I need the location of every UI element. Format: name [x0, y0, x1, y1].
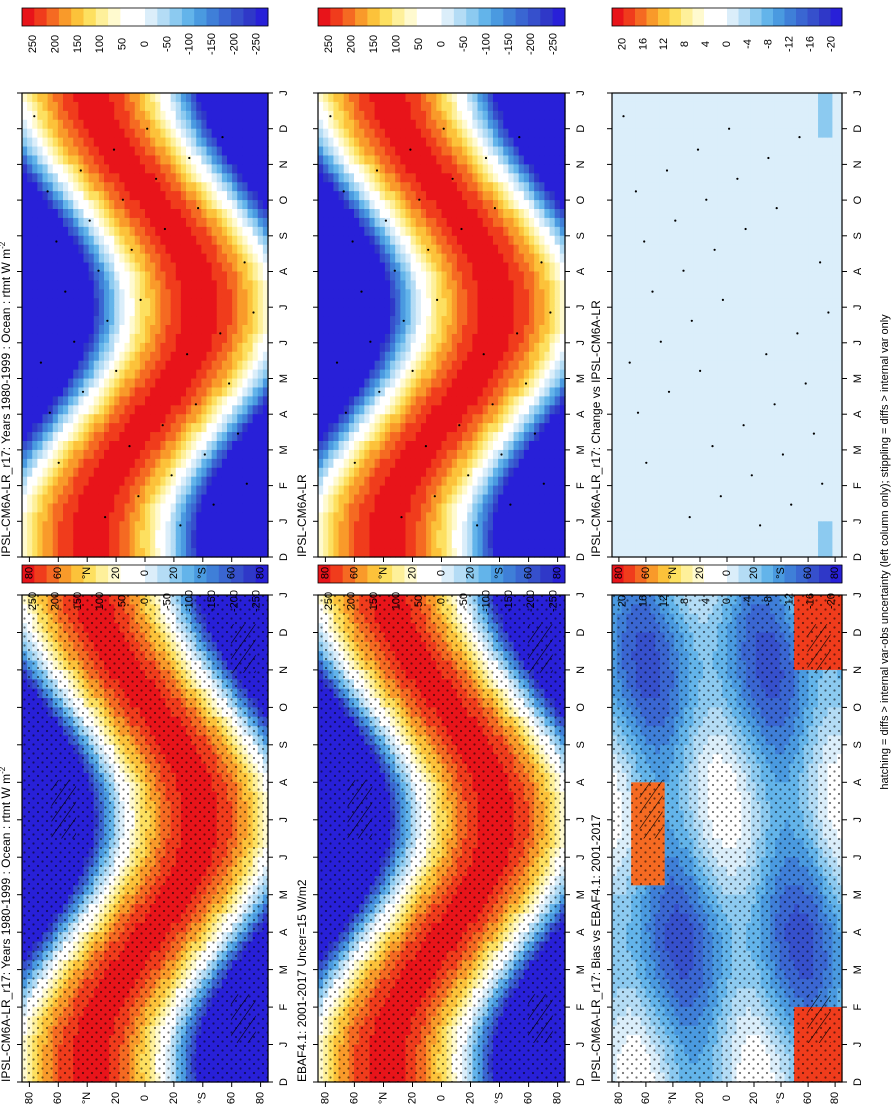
month-tick-label: M: [278, 965, 290, 974]
month-tick-label: D: [278, 1078, 290, 1086]
colorbar-label: 0: [139, 598, 151, 604]
month-tick-label: J: [278, 817, 290, 823]
colorbar-swatch: [108, 565, 121, 583]
colorbar: 250 200 150 100 50 0 -50 -100 -150 -200 -250: [21, 564, 269, 612]
colorbar-swatch: [255, 565, 269, 583]
colorbar-label: -50: [161, 593, 173, 609]
month-tick-label: J: [278, 854, 290, 860]
lat-tick-label: 60: [52, 1092, 64, 1104]
colorbar-swatch: [71, 565, 84, 583]
colorbar-swatch: [169, 565, 183, 583]
lat-tick-label: °N: [81, 1092, 93, 1104]
colorbar-label: 200: [49, 592, 61, 610]
hatching-overlay: [231, 624, 256, 673]
colorbar-swatch: [46, 565, 60, 583]
colorbar-label: -100: [184, 590, 196, 612]
month-tick-label: D: [278, 628, 290, 636]
lat-tick-label: 20: [110, 1092, 122, 1104]
colorbar-swatch: [95, 565, 109, 583]
month-tick-label: A: [278, 778, 290, 786]
colorbar-label: -200: [228, 590, 240, 612]
colorbar-swatch: [218, 565, 232, 583]
colorbar-label: 50: [117, 595, 129, 607]
colorbar-label: 250: [27, 592, 39, 610]
colorbar-frame: [21, 564, 269, 584]
month-tick-label: O: [278, 703, 290, 712]
colorbar-swatch: [194, 565, 207, 583]
colorbar-swatch: [132, 565, 146, 583]
colorbar-swatch: [243, 565, 257, 583]
colorbar-swatch: [206, 565, 220, 583]
month-tick-label: F: [278, 1003, 290, 1010]
colorbar-label: 150: [72, 592, 84, 610]
colorbar-swatch: [83, 565, 97, 583]
hatching-overlay: [51, 780, 77, 839]
month-tick-label: N: [278, 666, 290, 674]
month-tick-label: J: [278, 1042, 290, 1048]
lat-tick-label: 0: [139, 1095, 151, 1101]
month-tick-label: J: [278, 592, 290, 598]
lat-tick-label: 80: [23, 1092, 35, 1104]
colorbar-swatch: [181, 565, 195, 583]
month-tick-label: M: [278, 890, 290, 899]
colorbar-label: -250: [251, 590, 263, 612]
colorbar-label: 100: [94, 592, 106, 610]
month-tick-label: S: [278, 741, 290, 748]
colorbar-swatch: [231, 565, 244, 583]
hatching-overlay: [231, 994, 256, 1043]
colorbar-label: -150: [206, 590, 218, 612]
colorbar-swatch: [22, 565, 35, 583]
month-tick-label: A: [278, 928, 290, 936]
colorbar-swatch: [58, 565, 72, 583]
lat-tick-label: 80: [255, 1092, 267, 1104]
panel-title-superscript: -2: [0, 766, 7, 774]
lat-tick-label: 60: [226, 1092, 238, 1104]
panel-title: IPSL-CM6A-LR_r17: Years 1980-1999 : Ocea…: [0, 766, 13, 1082]
lat-tick-label: 20: [168, 1092, 180, 1104]
colorbar-swatch: [120, 565, 134, 583]
colorbar-swatch: [34, 565, 48, 583]
colorbar-swatch: [145, 565, 158, 583]
colorbar-swatch: [157, 565, 171, 583]
lat-tick-label: °S: [197, 1092, 209, 1104]
